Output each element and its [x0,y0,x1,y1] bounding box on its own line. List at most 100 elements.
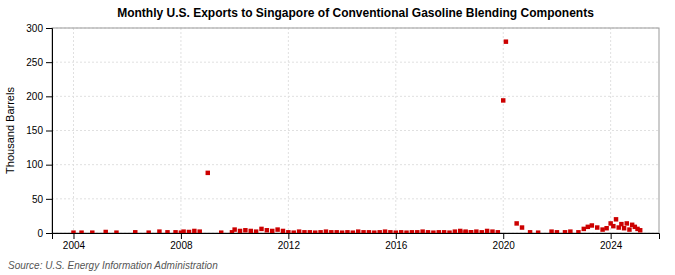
y-grid-line [52,198,659,199]
point [243,228,247,232]
point [619,222,623,226]
x-tick: 2008 [170,233,193,251]
point [437,230,441,233]
point [254,229,258,233]
point [469,230,473,233]
point [576,230,580,233]
point [627,227,631,231]
x-tick-label: 2016 [385,240,408,251]
y-tick-label: 150 [26,125,43,136]
y-tick-label: 200 [26,91,43,102]
point [187,230,191,233]
x-tick-label: 2008 [170,240,193,251]
point [388,230,392,233]
point [549,229,553,233]
point [181,229,185,233]
point [275,227,279,231]
point [568,229,572,233]
x-tick-mark [181,233,182,239]
point [232,227,236,231]
point [103,230,107,233]
plot-frame [52,28,659,233]
point [90,230,94,233]
x-tick-mark [503,233,504,239]
point [249,229,253,233]
point [367,230,371,233]
point [71,230,75,233]
point [291,230,295,233]
y-axis: 050100150200250300 [26,23,52,239]
point [133,230,137,233]
y-tick-mark [46,96,52,97]
y-tick: 250 [26,57,52,68]
point [536,230,540,233]
y-tick-mark [46,199,52,200]
point [595,225,599,229]
point [308,230,312,233]
point [219,230,223,233]
x-tick: 2024 [600,233,623,251]
point [442,230,446,233]
y-grid-line [52,164,659,165]
point [394,230,398,233]
point [313,230,317,233]
y-tick-mark [46,62,52,63]
x-tick-label: 2012 [278,240,301,251]
point [197,229,201,233]
point [458,229,462,233]
y-tick: 200 [26,91,52,102]
point [415,230,419,233]
x-tick: 2012 [278,233,301,251]
point [173,230,177,233]
y-tick: 50 [32,194,52,205]
y-tick-mark [46,28,52,29]
point [340,230,344,233]
y-tick-label: 0 [37,228,43,239]
point [329,230,333,233]
x-tick-mark [396,233,397,239]
point [157,229,161,233]
point [361,230,365,233]
x-tick-mark [288,233,289,239]
point [324,229,328,233]
point [420,229,424,233]
y-tick-mark [46,165,52,166]
point [474,229,478,233]
point [334,230,338,233]
point [514,221,518,225]
x-grid-line [503,28,504,233]
y-tick: 100 [26,159,52,170]
point [490,229,494,233]
point [297,229,301,233]
point [625,221,629,225]
x-axis: 2004 2008 2012 2016 2020 2024 [53,233,660,251]
x-tick-label: 2020 [493,240,516,251]
y-axis-label: Thousand Barrels [4,87,16,174]
x-tick: 2020 [493,233,516,251]
point [504,39,508,43]
point [604,226,608,230]
point [563,230,567,233]
y-tick-label: 50 [32,194,44,205]
x-grid-line [610,28,611,233]
x-tick: 2004 [63,233,86,251]
point [281,229,285,233]
y-grid-line [52,130,659,131]
chart: 2004200820122016202020240501001502002503… [0,0,675,275]
point [520,225,524,229]
point [372,230,376,233]
point [638,228,642,232]
point [453,229,457,233]
y-tick-mark [46,131,52,132]
y-grid-line [52,96,659,97]
point [447,230,451,233]
y-tick-label: 100 [26,159,43,170]
point [146,230,150,233]
y-grid-line [52,62,659,63]
point [259,227,263,231]
point [351,230,355,233]
x-tick: 2016 [385,233,408,251]
point [399,230,403,233]
x-tick-mark [611,233,612,239]
y-tick: 150 [26,125,52,136]
